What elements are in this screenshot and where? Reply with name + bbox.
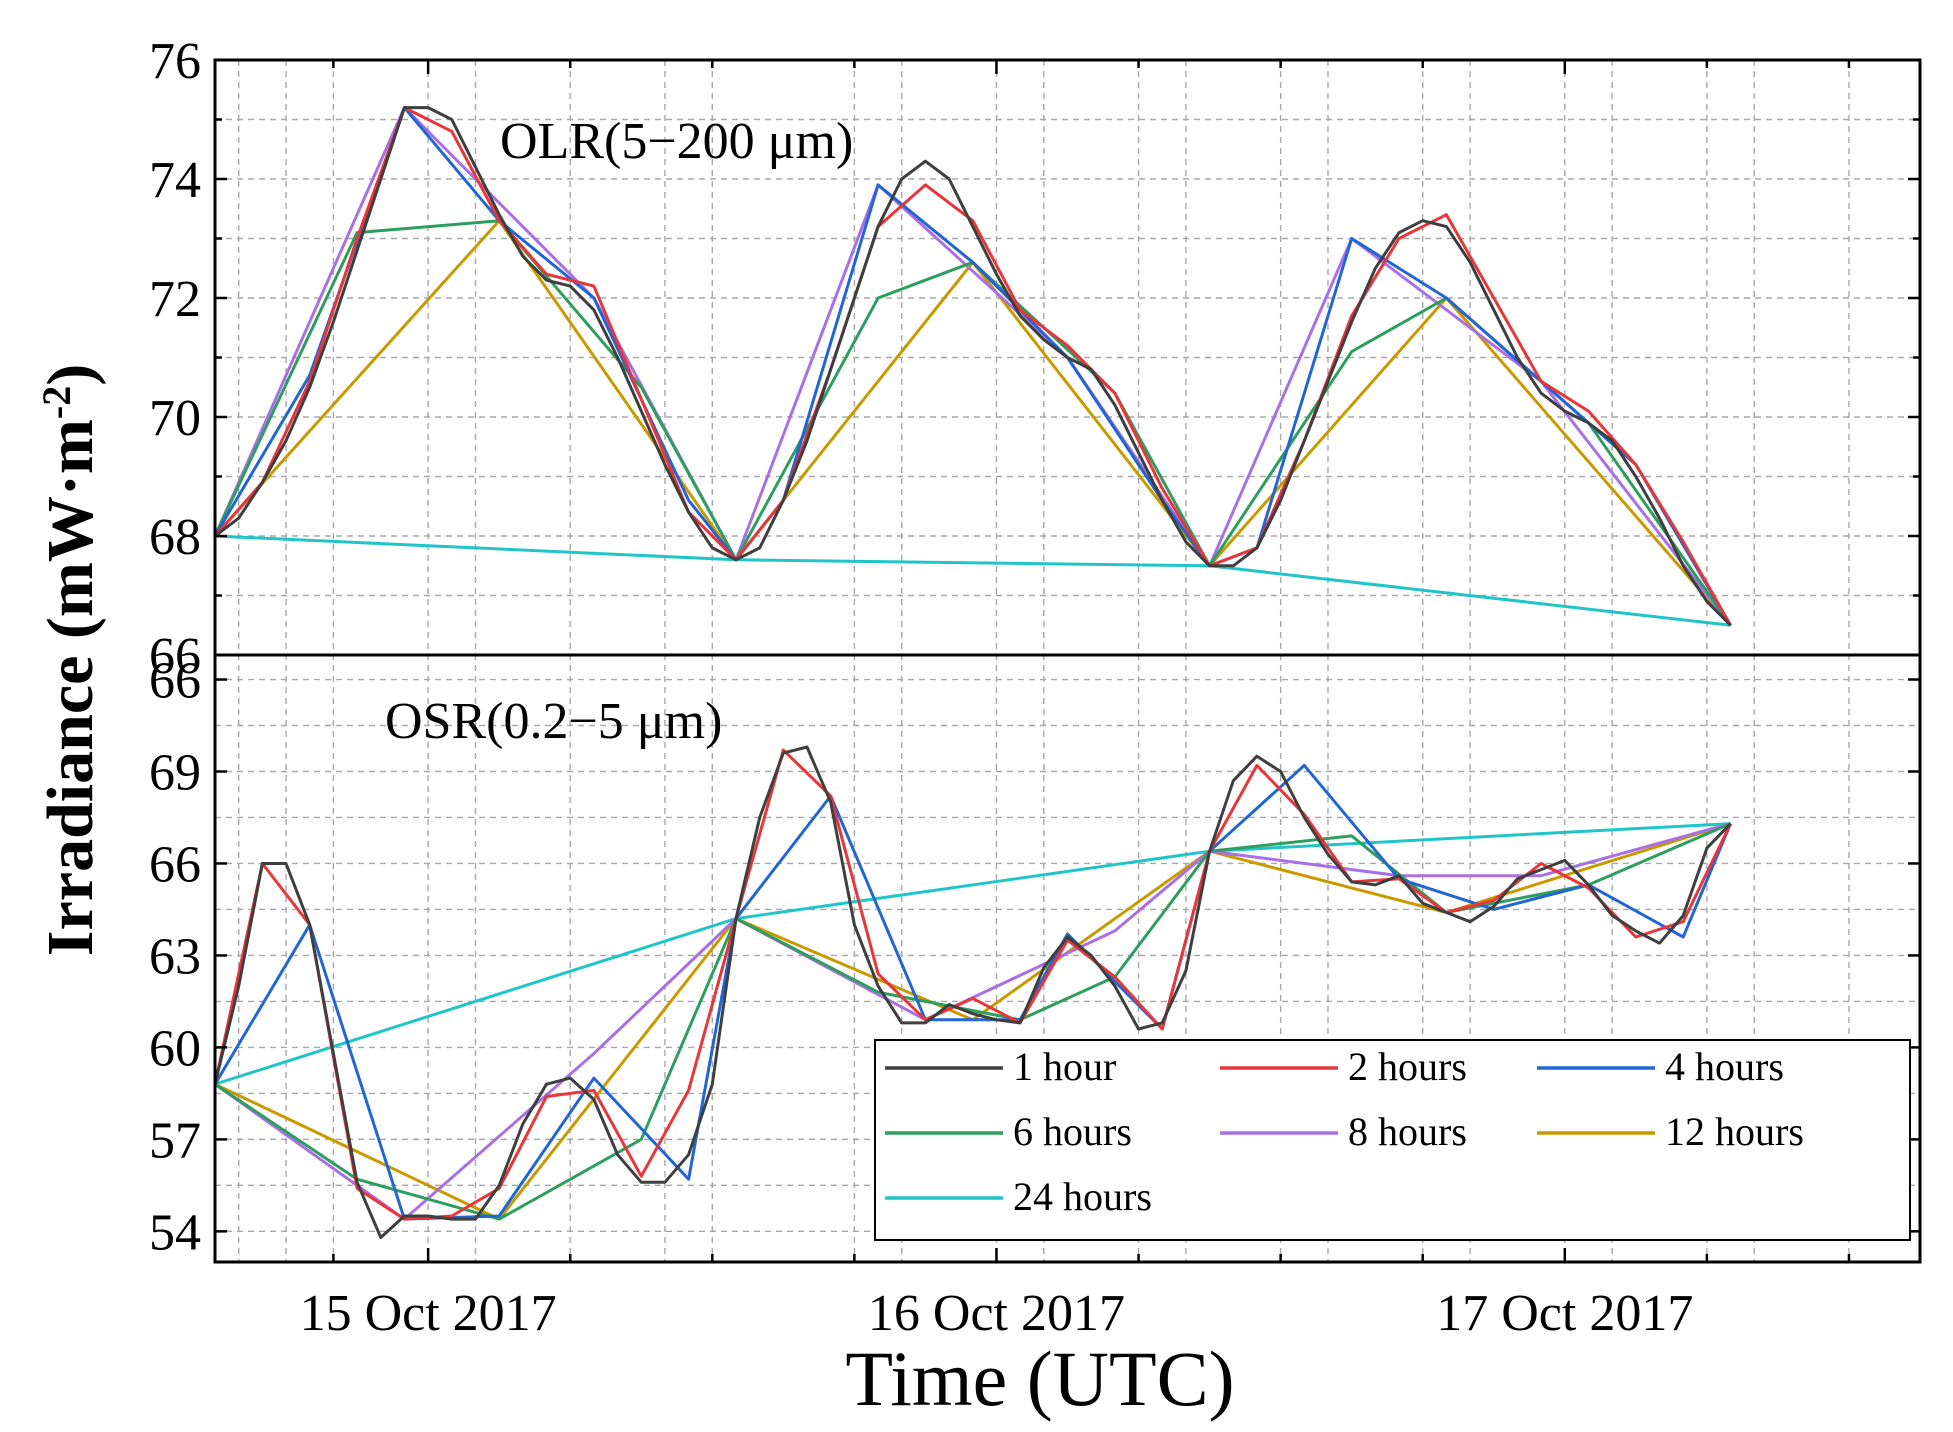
y-axis-title-main: Irradiance (mW·m (34, 419, 107, 956)
olr-series-2-hours (215, 106, 1732, 627)
legend-box (874, 1039, 1911, 1241)
y-tick-label: 68 (149, 509, 201, 566)
legend-label: 1 hour (1013, 1044, 1116, 1089)
x-axis-title: Time (UTC) (845, 1335, 1234, 1422)
y-tick-label: 66 (149, 653, 201, 710)
x-tick-label: 17 Oct 2017 (1436, 1285, 1693, 1342)
axes-frame (213, 58, 1922, 1264)
bottom-panel-frame (213, 653, 1922, 1264)
osr-series-group (215, 745, 1732, 1239)
legend-label: 4 hours (1665, 1044, 1784, 1089)
osr-series-8-hours (215, 822, 1731, 1221)
y-axis-title-exponent: -2 (34, 386, 79, 419)
y-axis-title: Irradiance (mW·m-2) (34, 364, 108, 956)
axis-text: OLR(5−200 μm) OSR(0.2−5 μm) Time (UTC) I… (34, 33, 1694, 1422)
y-tick-label: 60 (149, 1020, 201, 1077)
legend: 1 hour 2 hours 4 hours 6 hours 8 hours 12 hou… (874, 1039, 1911, 1241)
legend-label: 2 hours (1348, 1044, 1467, 1089)
y-tick-label: 54 (149, 1204, 201, 1261)
y-tick-label: 72 (149, 271, 201, 328)
series-lines (215, 106, 1732, 1239)
x-tick-label: 16 Oct 2017 (868, 1285, 1125, 1342)
osr-series-2-hours (215, 748, 1732, 1221)
legend-label: 12 hours (1665, 1109, 1804, 1154)
panel-label-olr: OLR(5−200 μm) (500, 113, 853, 170)
y-tick-label: 70 (149, 390, 201, 447)
olr-series-group (215, 106, 1732, 627)
legend-label: 8 hours (1348, 1109, 1467, 1154)
legend-label: 6 hours (1013, 1109, 1132, 1154)
panel-label-osr: OSR(0.2−5 μm) (385, 693, 722, 750)
y-axis-title-close: ) (34, 364, 107, 386)
osr-series-1-hour (215, 745, 1732, 1239)
x-tick-label: 15 Oct 2017 (300, 1285, 557, 1342)
y-tick-label: 66 (149, 628, 201, 685)
olr-series-24-hours (215, 534, 1731, 627)
y-tick-label: 69 (149, 744, 201, 801)
y-tick-label: 74 (149, 152, 201, 209)
olr-series-1-hour (215, 106, 1732, 627)
legend-label: 24 hours (1013, 1174, 1152, 1219)
y-tick-label: 63 (149, 928, 201, 985)
olr-series-8-hours (215, 106, 1732, 627)
y-tick-label: 57 (149, 1112, 201, 1169)
y-tick-label: 76 (149, 33, 201, 90)
osr-series-24-hours (215, 822, 1731, 1086)
y-tick-label: 66 (149, 836, 201, 893)
